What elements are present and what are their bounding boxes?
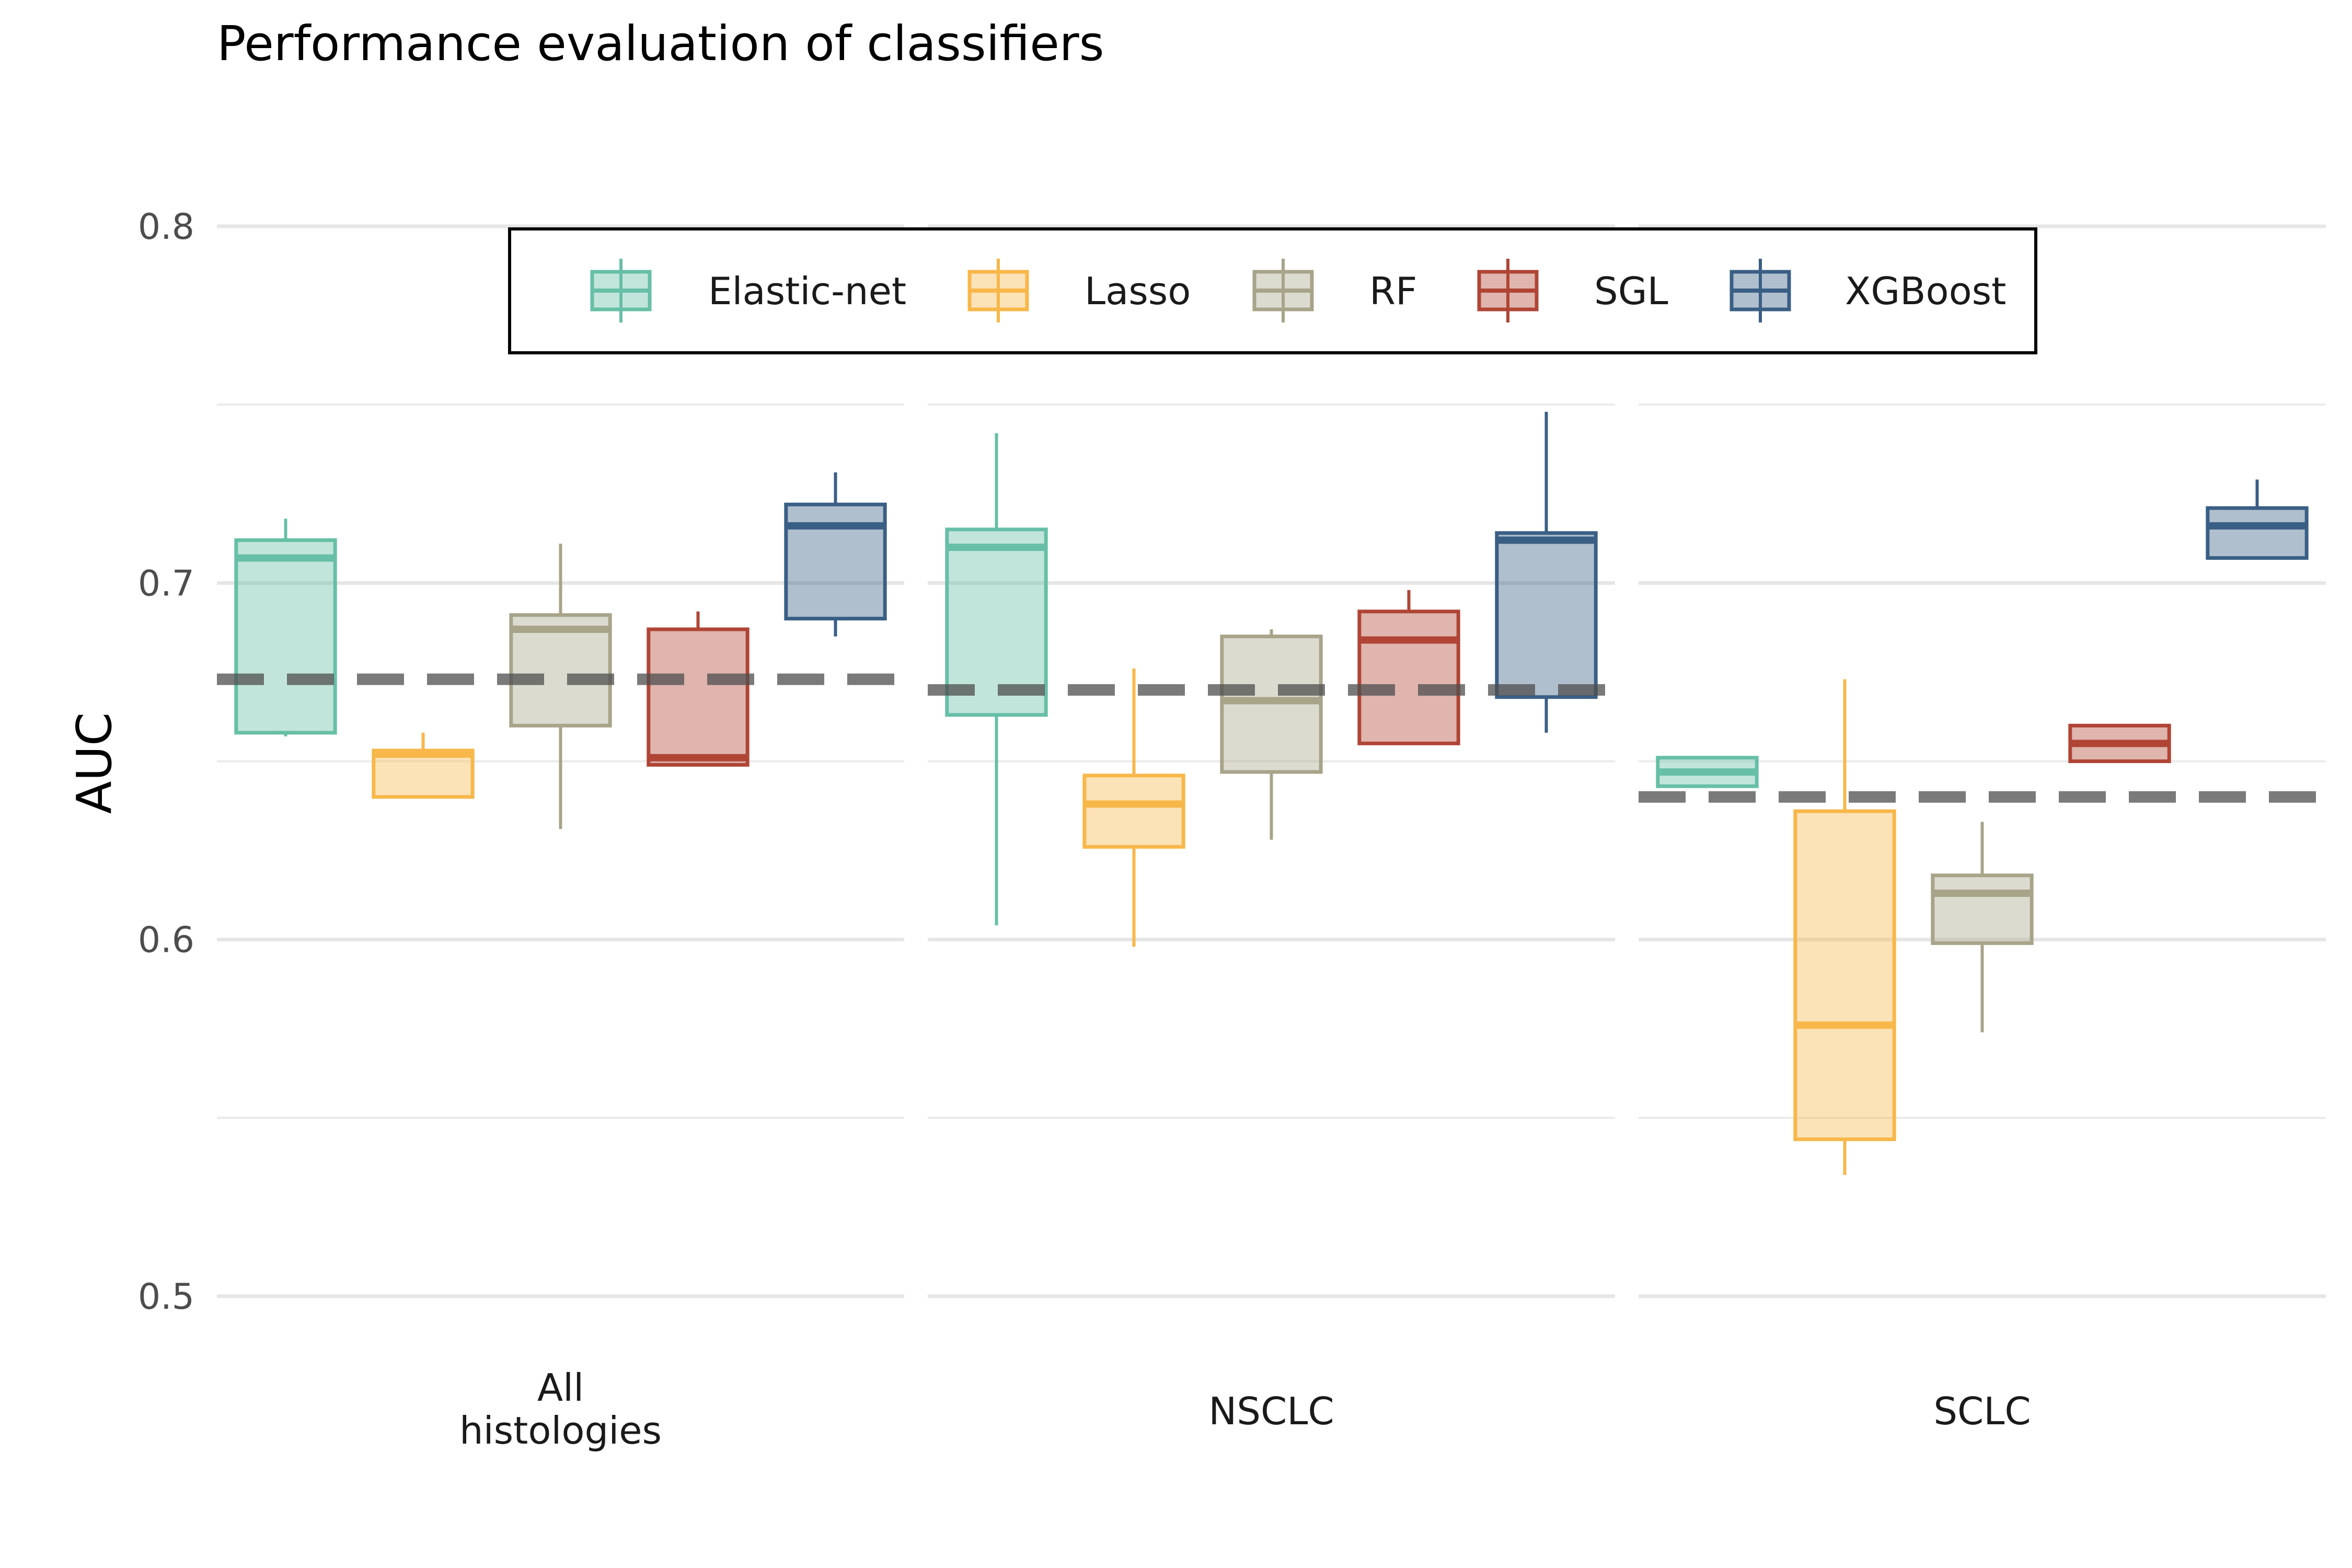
- y-axis-label: AUC: [66, 712, 122, 814]
- legend-label: Elastic-net: [708, 269, 906, 313]
- legend-item: SGL: [1477, 259, 1668, 322]
- legend-label: RF: [1369, 269, 1417, 313]
- box-body: [1931, 873, 2034, 945]
- y-tick-label: 0.6: [138, 920, 194, 961]
- box-body: [945, 527, 1048, 717]
- x-tick-label: NSCLC: [1208, 1389, 1334, 1433]
- box-lasso: [1082, 668, 1185, 947]
- plot-area: 0.5 0.6 0.7 0.8 All histologies NSCLC SCLC: [138, 206, 2326, 1452]
- box-rf: [1931, 822, 2034, 1033]
- y-tick-label: 0.5: [138, 1276, 194, 1318]
- box-body: [234, 538, 337, 735]
- box-sgl: [1357, 590, 1460, 745]
- x-tick-label: All histologies: [459, 1366, 662, 1452]
- box-sgl: [647, 611, 750, 767]
- box-body: [1082, 774, 1185, 849]
- box-body: [1495, 531, 1598, 699]
- box-elastic-net: [234, 518, 337, 736]
- box-lasso: [372, 732, 475, 799]
- box-xgboost: [784, 472, 887, 637]
- legend-item: XGBoost: [1730, 259, 2006, 322]
- legend-label: SGL: [1594, 269, 1668, 313]
- legend-label: XGBoost: [1845, 269, 2006, 313]
- box-rf: [1220, 629, 1323, 840]
- box-body: [509, 613, 612, 728]
- box-xgboost: [2206, 479, 2309, 560]
- box-rf: [509, 544, 612, 829]
- box-xgboost: [1495, 411, 1598, 733]
- y-tick-label: 0.7: [138, 563, 194, 604]
- box-body: [647, 627, 750, 767]
- legend: Elastic-net Lasso RF SGL XGBoost: [508, 227, 2037, 354]
- box-elastic-net: [1656, 756, 1759, 788]
- legend-item: RF: [1252, 259, 1417, 322]
- box-elastic-net: [945, 433, 1048, 926]
- box-body: [1357, 609, 1460, 745]
- x-tick-label: SCLC: [1933, 1389, 2031, 1433]
- chart-title: Performance evaluation of classifiers: [217, 16, 1104, 72]
- box-lasso: [1793, 679, 1896, 1175]
- y-tick-label: 0.8: [138, 206, 194, 248]
- legend-item: Lasso: [967, 259, 1191, 322]
- box-body: [784, 502, 887, 621]
- box-sgl: [2068, 723, 2171, 764]
- box-body: [2206, 506, 2309, 560]
- legend-item: Elastic-net: [590, 259, 906, 322]
- box-body: [1793, 809, 1896, 1142]
- legend-label: Lasso: [1085, 269, 1191, 313]
